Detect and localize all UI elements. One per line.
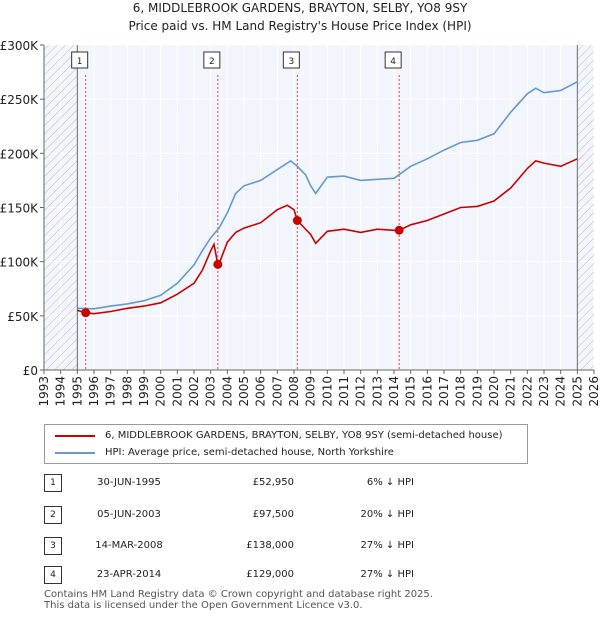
x-tick-label: 1994 — [54, 376, 68, 407]
x-tick-label: 2023 — [537, 376, 551, 407]
sale-label: 2 — [209, 57, 215, 67]
chart-title: 6, MIDDLEBROOK GARDENS, BRAYTON, SELBY, … — [133, 1, 468, 15]
x-tick-label: 1998 — [120, 376, 134, 407]
legend-label-hpi: HPI: Average price, semi-detached house,… — [105, 447, 394, 458]
y-tick-label: £150K — [0, 202, 39, 216]
hpi-line — [77, 81, 578, 310]
transaction-number: 3 — [44, 537, 62, 555]
x-tick-label: 2013 — [370, 376, 384, 407]
hatch-region-before — [44, 45, 78, 370]
transaction-price: £129,000 — [246, 569, 294, 580]
transaction-number: 4 — [44, 566, 62, 584]
x-tick-label: 2016 — [420, 376, 434, 407]
x-tick-label: 2018 — [454, 376, 468, 407]
footer-line-1: Contains HM Land Registry data © Crown c… — [44, 589, 433, 600]
x-tick-label: 2001 — [170, 376, 184, 407]
y-tick-label: £300K — [0, 39, 39, 53]
legend-swatch-property — [55, 435, 95, 437]
x-tick-label: 2003 — [204, 376, 218, 407]
y-tick-label: £200K — [0, 147, 39, 161]
x-tick-label: 2002 — [187, 376, 201, 407]
footer: Contains HM Land Registry data © Crown c… — [44, 589, 433, 611]
x-tick-label: 1996 — [87, 376, 101, 407]
x-tick-label: 2011 — [337, 376, 351, 407]
transaction-price: £97,500 — [252, 509, 294, 520]
sale-point — [213, 259, 223, 269]
chart-subtitle: Price paid vs. HM Land Registry's House … — [128, 19, 471, 33]
transaction-date: 14-MAR-2008 — [95, 540, 163, 551]
x-tick-label: 2010 — [320, 376, 334, 407]
sale-label: 4 — [390, 57, 396, 67]
y-tick-label: £50K — [7, 310, 39, 324]
y-tick-label: £100K — [0, 256, 39, 270]
price-paid-line — [77, 158, 578, 315]
transaction-date: 30-JUN-1995 — [97, 477, 161, 488]
x-tick-label: 1993 — [37, 376, 51, 407]
y-tick-label: £250K — [0, 93, 39, 107]
transaction-number: 2 — [44, 506, 62, 524]
x-tick-label: 2009 — [304, 376, 318, 407]
y-tick-label: £0 — [23, 364, 38, 378]
chart: 6, MIDDLEBROOK GARDENS, BRAYTON, SELBY, … — [0, 1, 600, 407]
x-tick-label: 2008 — [287, 376, 301, 407]
x-tick-label: 1999 — [137, 376, 151, 407]
sale-point — [394, 225, 404, 235]
legend-label-property: 6, MIDDLEBROOK GARDENS, BRAYTON, SELBY, … — [105, 430, 503, 441]
x-tick-label: 2024 — [554, 376, 568, 407]
x-tick-label: 1997 — [104, 376, 118, 407]
transaction-hpi: 6% ↓ HPI — [366, 477, 414, 488]
x-tick-label: 2012 — [354, 376, 368, 407]
x-tick-label: 2025 — [570, 376, 584, 407]
sale-label: 3 — [288, 57, 294, 67]
legend-swatch-hpi — [55, 452, 95, 454]
transaction-hpi: 20% ↓ HPI — [360, 509, 414, 520]
x-tick-label: 2017 — [437, 376, 451, 407]
x-tick-label: 2014 — [387, 376, 401, 407]
x-tick-label: 2021 — [504, 376, 518, 407]
x-tick-label: 2020 — [487, 376, 501, 407]
x-tick-label: 2005 — [237, 376, 251, 407]
sale-label-box — [282, 51, 300, 69]
hatch-region-after — [577, 45, 594, 370]
x-tick-label: 2022 — [520, 376, 534, 407]
transaction-hpi: 27% ↓ HPI — [360, 569, 414, 580]
x-tick-label: 2026 — [587, 376, 600, 407]
transaction-hpi: 27% ↓ HPI — [360, 540, 414, 551]
x-tick-label: 2019 — [470, 376, 484, 407]
transaction-date: 05-JUN-2003 — [97, 509, 161, 520]
x-tick-label: 2004 — [220, 376, 234, 407]
footer-line-2: This data is licensed under the Open Gov… — [44, 600, 363, 611]
transaction-price: £138,000 — [246, 540, 294, 551]
sale-point — [292, 216, 302, 225]
x-tick-label: 1995 — [70, 376, 84, 407]
transaction-number: 1 — [44, 474, 62, 492]
transaction-date: 23-APR-2014 — [96, 569, 162, 580]
sale-label-box — [71, 51, 89, 69]
x-tick-label: 2006 — [254, 376, 268, 407]
x-tick-label: 2000 — [154, 376, 168, 407]
sale-label-box — [384, 51, 402, 69]
x-tick-label: 2015 — [404, 376, 418, 407]
sale-label: 1 — [77, 57, 83, 67]
sale-label-box — [203, 51, 221, 69]
x-tick-label: 2007 — [270, 376, 284, 407]
legend: 6, MIDDLEBROOK GARDENS, BRAYTON, SELBY, … — [44, 424, 528, 464]
sale-point — [81, 308, 91, 318]
transaction-price: £52,950 — [252, 477, 294, 488]
